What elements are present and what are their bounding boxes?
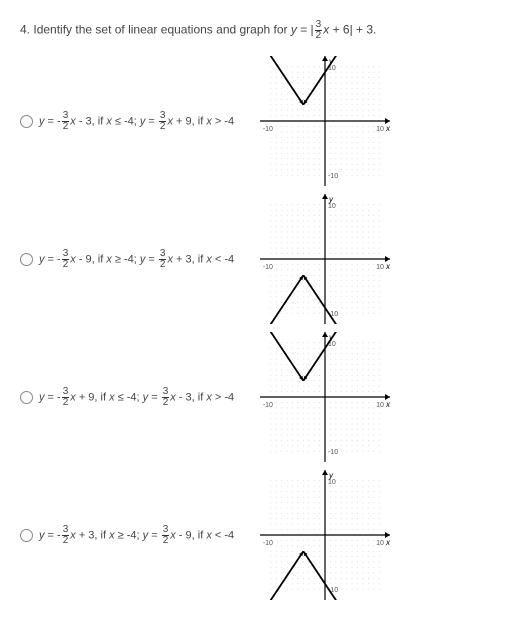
- graph-cell: 10-1010-10xy: [260, 56, 390, 186]
- svg-text:-10: -10: [263, 540, 273, 547]
- svg-text:10: 10: [376, 264, 384, 271]
- equation-label: y = -32x + 3, if x ≥ -4; y = 32x - 9, if…: [39, 525, 234, 546]
- radio-button[interactable]: [20, 529, 33, 542]
- radio-button[interactable]: [20, 115, 33, 128]
- svg-text:-10: -10: [328, 173, 338, 180]
- graph-cell: 10-1010-10xy: [260, 194, 390, 324]
- svg-text:x: x: [385, 124, 390, 133]
- svg-text:-10: -10: [328, 449, 338, 456]
- equation-label: y = -32x - 9, if x ≥ -4; y = 32x + 3, if…: [39, 249, 234, 270]
- radio-button[interactable]: [20, 391, 33, 404]
- equation-label: y = -32x + 9, if x ≤ -4; y = 32x - 3, if…: [39, 387, 234, 408]
- question-frac: 32: [315, 20, 323, 41]
- question-eq: = |: [297, 23, 314, 37]
- svg-text:x: x: [385, 400, 390, 409]
- option-text[interactable]: y = -32x + 3, if x ≥ -4; y = 32x - 9, if…: [20, 525, 260, 546]
- svg-text:10: 10: [376, 402, 384, 409]
- option-text[interactable]: y = -32x - 3, if x ≤ -4; y = 32x + 9, if…: [20, 111, 260, 132]
- graph-svg: 10-1010-10xy: [260, 470, 390, 600]
- graph-cell: 10-1010-10xy: [260, 332, 390, 462]
- question-suffix: + 6| + 3.: [329, 23, 376, 37]
- question-prefix: Identify the set of linear equations and…: [33, 23, 291, 37]
- option-row: y = -32x + 9, if x ≤ -4; y = 32x - 3, if…: [20, 332, 498, 462]
- graph-svg: 10-1010-10xy: [260, 56, 390, 186]
- question-number: 4.: [20, 23, 30, 37]
- svg-text:10: 10: [376, 126, 384, 133]
- option-row: y = -32x - 3, if x ≤ -4; y = 32x + 9, if…: [20, 56, 498, 186]
- option-row: y = -32x - 9, if x ≥ -4; y = 32x + 3, if…: [20, 194, 498, 324]
- equation-label: y = -32x - 3, if x ≤ -4; y = 32x + 9, if…: [39, 111, 234, 132]
- option-text[interactable]: y = -32x - 9, if x ≥ -4; y = 32x + 3, if…: [20, 249, 260, 270]
- frac-den: 2: [315, 31, 323, 41]
- graph-cell: 10-1010-10xy: [260, 470, 390, 600]
- question-text: 4. Identify the set of linear equations …: [20, 20, 498, 41]
- radio-button[interactable]: [20, 253, 33, 266]
- svg-text:-10: -10: [263, 126, 273, 133]
- options-container: y = -32x - 3, if x ≤ -4; y = 32x + 9, if…: [20, 56, 498, 600]
- option-row: y = -32x + 3, if x ≥ -4; y = 32x - 9, if…: [20, 470, 498, 600]
- svg-text:-10: -10: [263, 402, 273, 409]
- svg-text:-10: -10: [263, 264, 273, 271]
- svg-text:10: 10: [376, 540, 384, 547]
- graph-svg: 10-1010-10xy: [260, 332, 390, 462]
- svg-text:x: x: [385, 538, 390, 547]
- option-text[interactable]: y = -32x + 9, if x ≤ -4; y = 32x - 3, if…: [20, 387, 260, 408]
- graph-svg: 10-1010-10xy: [260, 194, 390, 324]
- svg-text:x: x: [385, 262, 390, 271]
